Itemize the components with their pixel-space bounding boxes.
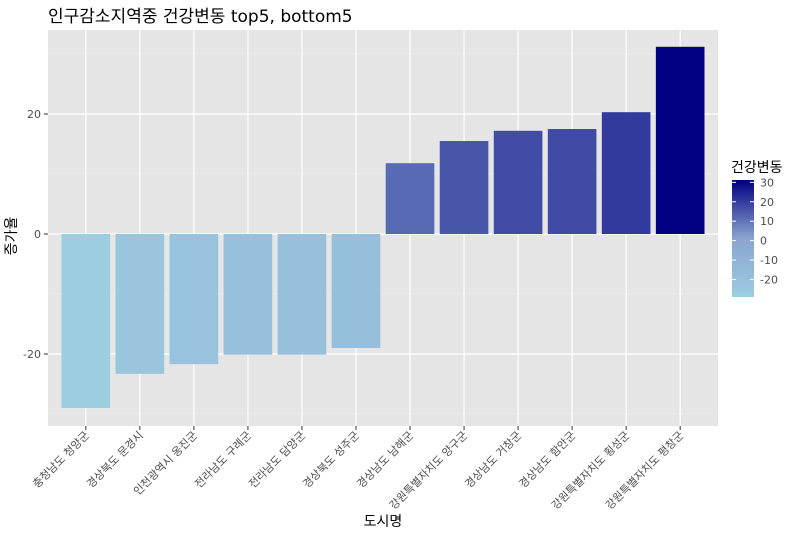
bar — [277, 234, 327, 355]
legend-tick-label: 30 — [760, 176, 774, 189]
bar — [61, 234, 111, 408]
x-tick-label: 전라남도 구례군 — [192, 429, 254, 491]
bar — [439, 141, 489, 234]
y-axis-ticks: -20 0 20 — [23, 108, 48, 361]
bar — [331, 234, 381, 348]
x-tick-label: 경상북도 성주군 — [300, 429, 362, 491]
legend-colorbar — [732, 180, 754, 297]
bar — [601, 112, 651, 234]
color-legend: 건강변동 30 20 10 0 -10 -20 — [731, 160, 783, 297]
legend-tick-label: 10 — [760, 215, 774, 228]
bars — [61, 46, 705, 408]
y-tick-label: 20 — [27, 108, 41, 121]
bar — [385, 163, 435, 234]
y-axis-title: 증가율 — [4, 217, 20, 256]
x-tick-label: 경상남도 거창군 — [462, 429, 524, 491]
x-tick-label: 경상남도 남해군 — [354, 428, 416, 490]
bar — [223, 234, 273, 355]
legend-tick-label: 0 — [760, 235, 767, 248]
legend-tick-label: -10 — [760, 254, 778, 267]
chart-title: 인구감소지역중 건강변동 top5, bottom5 — [48, 7, 353, 27]
y-tick-label: -20 — [23, 348, 41, 361]
bar — [115, 234, 165, 374]
bar — [169, 234, 219, 365]
x-tick-label: 충청남도 청양군 — [30, 429, 92, 491]
legend-tick-label: 20 — [760, 196, 774, 209]
y-tick-label: 0 — [34, 228, 41, 241]
x-axis-title: 도시명 — [364, 514, 403, 530]
legend-title: 건강변동 — [731, 160, 783, 176]
bar — [493, 130, 543, 234]
bar — [655, 46, 705, 234]
legend-ticks: 30 20 10 0 -10 -20 — [732, 176, 778, 287]
legend-tick-label: -20 — [760, 274, 778, 287]
x-tick-label: 경상북도 문경시 — [84, 429, 146, 491]
x-tick-label: 전라남도 담양군 — [246, 429, 308, 491]
bar — [547, 129, 597, 234]
x-tick-label: 경상남도 함안군 — [516, 429, 578, 491]
